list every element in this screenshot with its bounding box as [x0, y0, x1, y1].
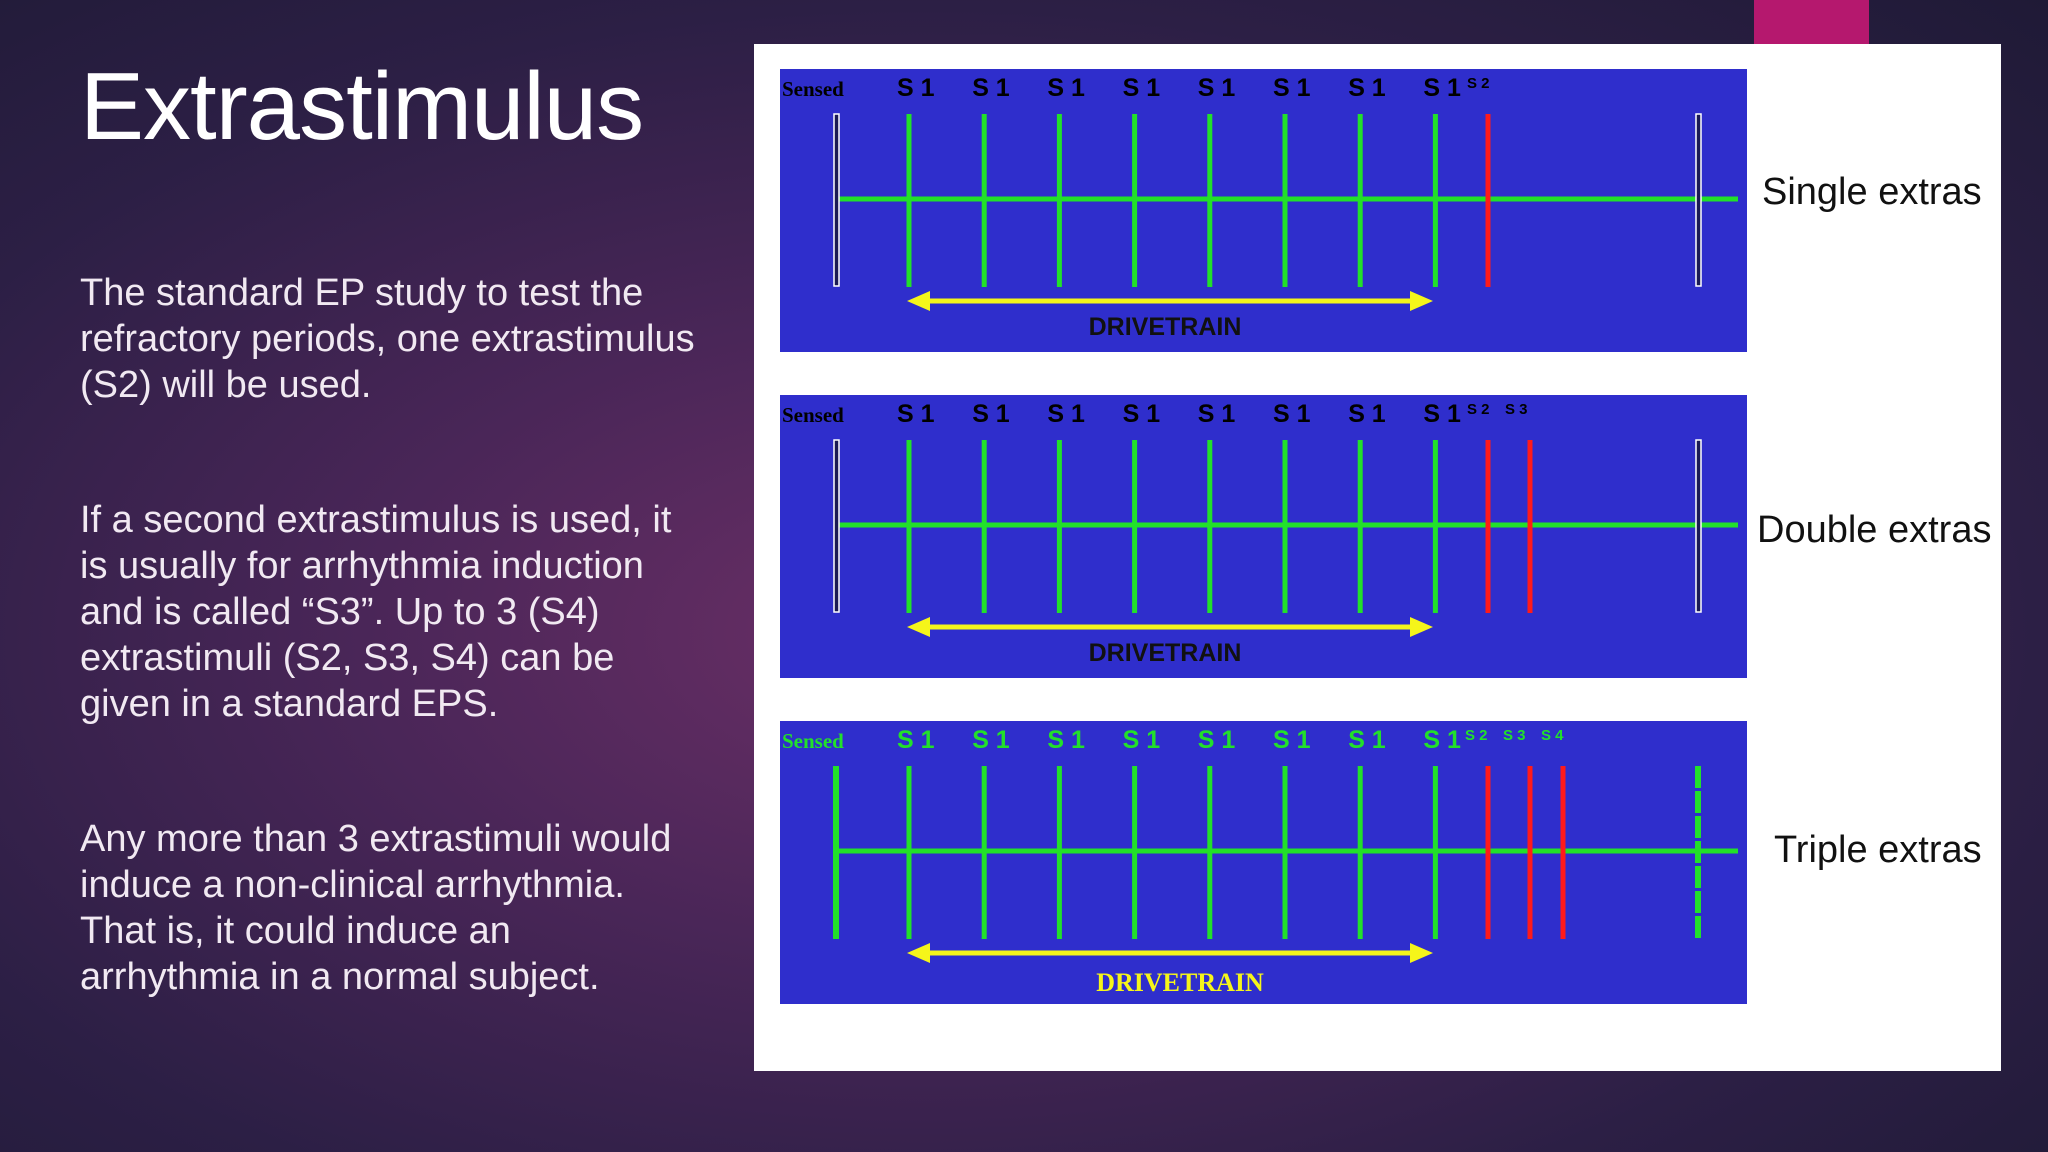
- label-single-extras: Single extras: [1762, 171, 1982, 213]
- s1-label: S 1: [1047, 726, 1085, 754]
- drivetrain-arrow-right-head: [1410, 617, 1433, 637]
- drivetrain-label: DRIVETRAIN: [1096, 968, 1264, 997]
- sensed-label: Sensed: [782, 77, 844, 101]
- label-double-extras: Double extras: [1757, 509, 1992, 551]
- accent-bar: [1754, 0, 1869, 44]
- s1-label: S 1: [1273, 400, 1311, 428]
- s1-label: S 1: [1423, 74, 1461, 102]
- extra-label: S 3: [1505, 401, 1528, 418]
- extra-label: S 2: [1465, 727, 1488, 744]
- s1-label: S 1: [1198, 726, 1236, 754]
- drivetrain-label: DRIVETRAIN: [1089, 313, 1242, 341]
- s1-label: S 1: [1348, 400, 1386, 428]
- panel-single: Sensed S 1 S 1 S 1 S 1 S 1 S 1 S 1 S 1 S 2 DRIVETR…: [780, 69, 1747, 352]
- label-triple-extras: Triple extras: [1774, 829, 1982, 871]
- extra-label: S 2: [1467, 401, 1490, 418]
- s1-label: S 1: [1198, 400, 1236, 428]
- drivetrain-arrow-left-head: [907, 291, 930, 311]
- s1-label: S 1: [1123, 74, 1161, 102]
- paragraph-second-extrastimulus: If a second extrastimulus is used, it is…: [80, 499, 672, 725]
- s1-label: S 1: [1273, 74, 1311, 102]
- s1-label: S 1: [897, 400, 935, 428]
- sensed-marker-left: [833, 113, 840, 287]
- extra-label: S 4: [1541, 727, 1564, 744]
- sensed-label: Sensed: [782, 403, 844, 427]
- drivetrain-arrow-right-head: [1410, 943, 1433, 963]
- panel-double: Sensed S 1 S 1 S 1 S 1 S 1 S 1 S 1 S 1 S 2 S 3 DRIV…: [780, 395, 1747, 678]
- s1-label: S 1: [1348, 74, 1386, 102]
- sensed-label: Sensed: [782, 729, 844, 753]
- extra-label: S 3: [1503, 727, 1526, 744]
- drivetrain-arrow-right-head: [1410, 291, 1433, 311]
- s1-label: S 1: [972, 74, 1010, 102]
- s1-label: S 1: [972, 400, 1010, 428]
- s1-label: S 1: [897, 74, 935, 102]
- sensed-marker-right: [1695, 439, 1702, 613]
- sensed-marker-right: [1695, 113, 1702, 287]
- drivetrain-label: DRIVETRAIN: [1089, 639, 1242, 667]
- slide-title: Extrastimulus: [80, 53, 644, 160]
- extra-label: S 2: [1467, 75, 1490, 92]
- drivetrain-arrow-left-head: [907, 617, 930, 637]
- drivetrain-arrow-left-head: [907, 943, 930, 963]
- paragraph-single-extrastimulus: The standard EP study to test the refrac…: [80, 272, 695, 406]
- s1-label: S 1: [1123, 400, 1161, 428]
- s1-label: S 1: [1198, 74, 1236, 102]
- s1-label: S 1: [1423, 726, 1461, 754]
- diagram-single-extras: Sensed S 1 S 1 S 1 S 1 S 1 S 1 S 1 S 1 S 2 DRIVETR…: [782, 74, 1738, 341]
- s1-label: S 1: [1047, 400, 1085, 428]
- s1-label: S 1: [972, 726, 1010, 754]
- s1-label: S 1: [1123, 726, 1161, 754]
- s1-label: S 1: [1273, 726, 1311, 754]
- sensed-marker-left: [833, 439, 840, 613]
- diagram-double-extras: Sensed S 1 S 1 S 1 S 1 S 1 S 1 S 1 S 1 S 2 S 3 DRIV…: [782, 400, 1738, 667]
- paragraph-non-clinical: Any more than 3 extrastimuli would induc…: [80, 818, 672, 998]
- s1-label: S 1: [897, 726, 935, 754]
- s1-label: S 1: [1348, 726, 1386, 754]
- s1-label: S 1: [1423, 400, 1461, 428]
- s1-label: S 1: [1047, 74, 1085, 102]
